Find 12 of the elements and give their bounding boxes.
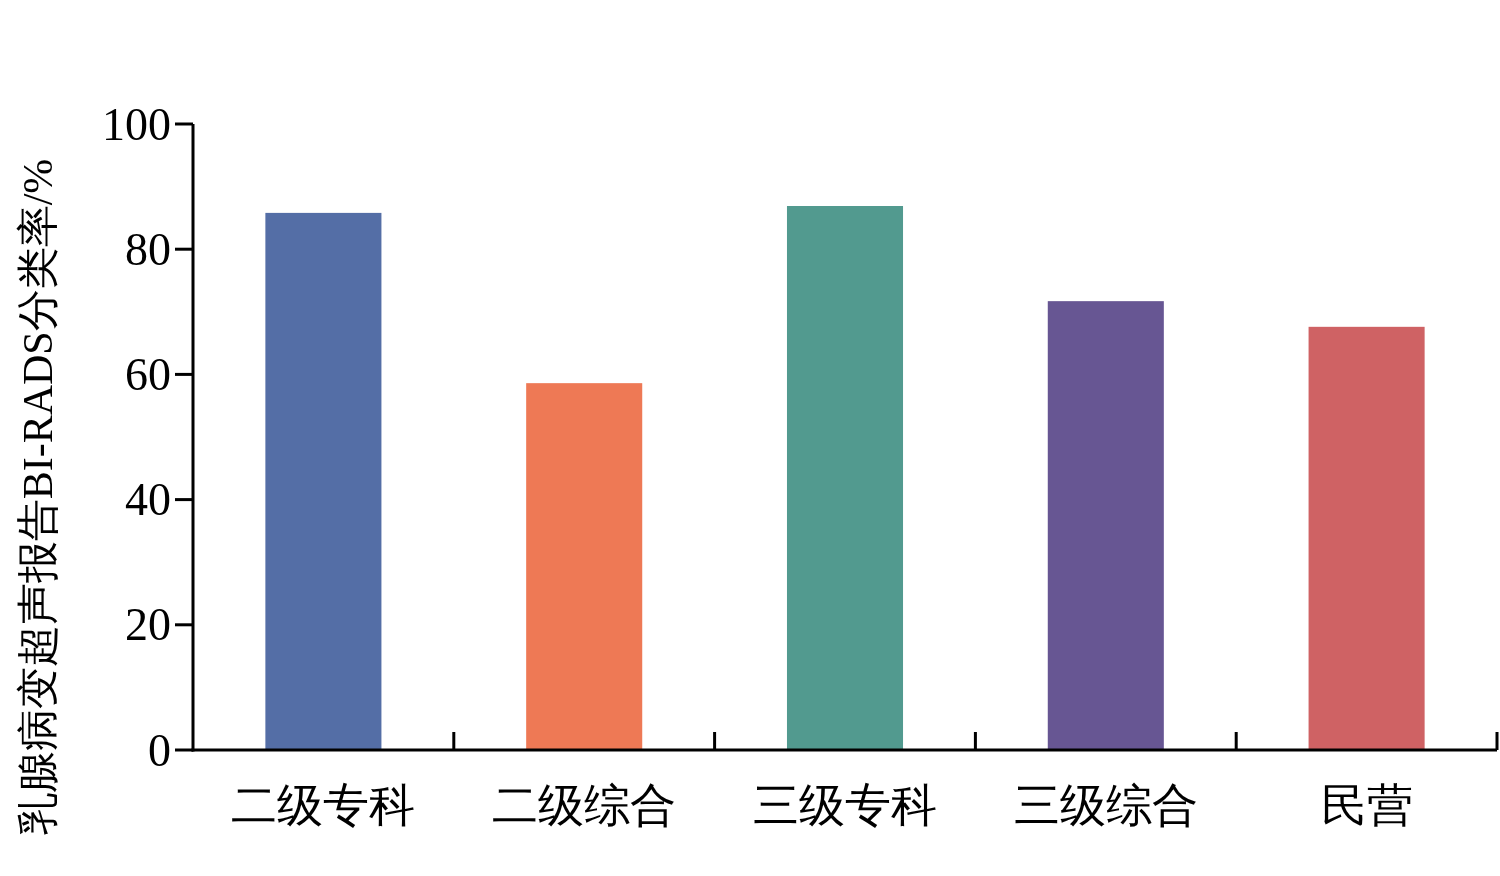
x-tick-label: 三级综合 [1013,779,1198,831]
x-tick-label: 二级综合 [492,779,677,831]
y-tick-label: 40 [125,474,171,526]
x-tick-label: 二级专科 [231,779,416,831]
y-tick-label: 100 [102,98,171,150]
y-tick-label: 20 [125,599,171,651]
y-tick-label: 0 [148,724,171,776]
x-tick-label: 三级专科 [753,779,937,831]
y-tick-label: 80 [125,223,171,275]
x-tick-label: 民营 [1320,779,1413,831]
y-axis-title: 乳腺病变超声报告BI-RADS分类率/% [15,158,61,836]
y-tick-label: 60 [125,348,171,400]
